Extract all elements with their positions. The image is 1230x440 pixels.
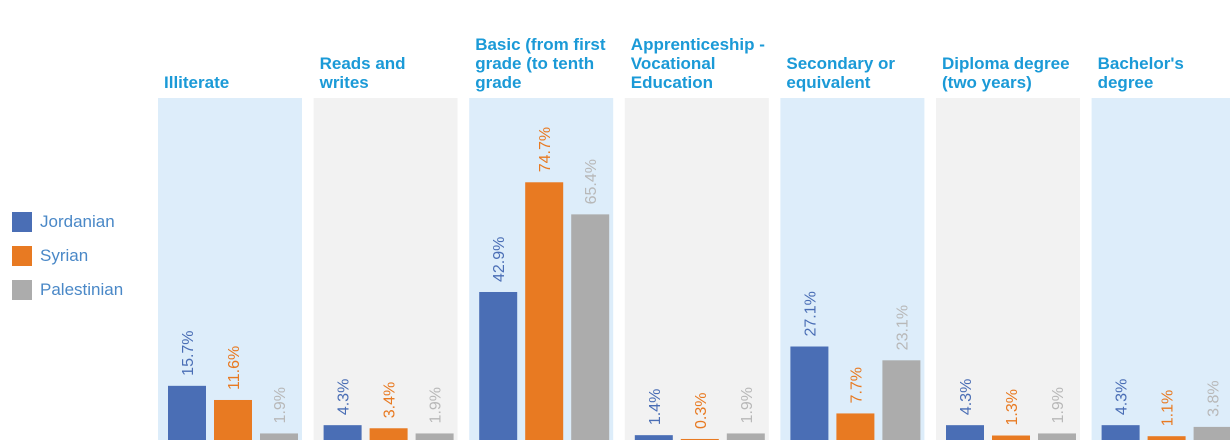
legend-swatch [12,212,32,232]
bar [479,291,518,440]
legend-label: Syrian [40,246,89,265]
category-text: Basic (from first grade (to tenth grade [475,35,606,92]
legend-item: Syrian [12,246,88,266]
bar [571,214,610,440]
value-label: 1.4% [647,389,664,425]
bar [525,182,564,440]
category-label: Illiterate [164,8,292,92]
bar [726,433,765,440]
legend-item: Palestinian [12,280,123,300]
category-label: Basic (from first grade (to tenth grade [475,8,620,92]
panel-background [624,98,769,440]
category-label: Diploma degree (two years) [942,8,1070,92]
value-label: 1.9% [428,387,445,423]
legend-item: Jordanian [12,212,115,232]
category-label: Bachelor's degree [1098,8,1226,92]
value-label: 74.7% [537,127,554,172]
legend-label: Jordanian [40,212,115,231]
bar [415,433,454,440]
value-label: 3.4% [382,382,399,418]
panel-background [1091,98,1230,440]
value-label: 65.4% [583,159,600,204]
bar [946,425,984,440]
bar [168,385,206,440]
value-label: 23.1% [894,305,911,350]
category-text: Reads and writes [319,54,406,92]
bar [836,413,875,440]
value-label: 4.3% [958,379,975,415]
bar [1193,426,1230,440]
panel-background [936,98,1080,440]
value-label: 1.9% [739,387,756,423]
category-label: Apprenticeship -Vocational Education [631,8,776,92]
bar [992,435,1030,440]
category-label: Reads and writes [320,8,448,92]
value-label: 1.3% [1004,389,1021,425]
panel-background [158,98,302,440]
bar [1101,425,1140,440]
category-text: Illiterate [164,73,230,92]
bar [214,399,252,440]
bar [369,428,408,440]
bar [882,360,921,440]
category-text: Diploma degree (two years) [942,54,1070,92]
value-label: 1.9% [272,387,289,423]
category-text: Apprenticeship -Vocational Education [630,35,765,92]
legend-swatch [12,280,32,300]
value-label: 0.3% [693,392,710,428]
panel-background [313,98,458,440]
value-label: 27.1% [802,291,819,336]
value-label: 11.6% [226,346,243,390]
bar [680,438,719,440]
bar [323,425,362,440]
legend-label: Palestinian [40,280,124,299]
value-label: 4.3% [336,379,353,415]
category-label: Secondary or equivalent [786,8,914,92]
legend-swatch [12,246,32,266]
bar [634,435,673,440]
value-label: 7.7% [848,367,865,403]
value-label: 3.8% [1206,380,1223,416]
value-label: 1.9% [1050,387,1067,423]
bar [790,346,829,440]
category-text: Secondary or equivalent [786,54,896,92]
bar [260,433,298,440]
value-label: 1.1% [1160,390,1177,426]
value-label: 42.9% [491,237,508,282]
bar [1038,433,1076,440]
bar [1147,436,1186,440]
value-label: 4.3% [1114,379,1131,415]
category-text: Bachelor's degree [1097,54,1184,92]
value-label: 15.7% [180,330,197,375]
